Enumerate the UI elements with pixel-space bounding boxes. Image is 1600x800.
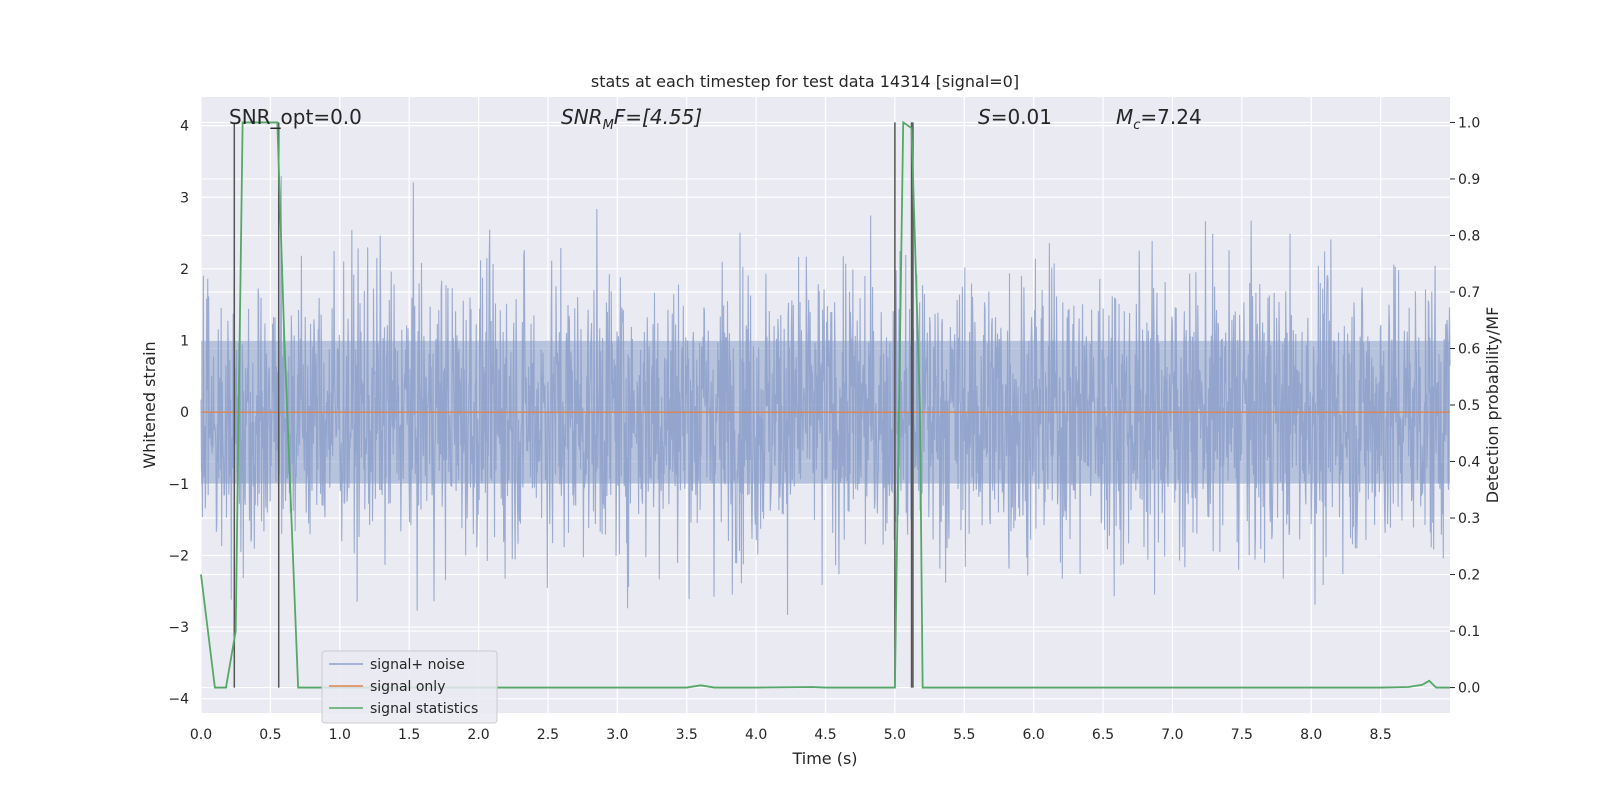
x-tick-label: 1.5 [398, 727, 420, 743]
y2-tick-label: 0.5 [1458, 398, 1480, 414]
chart-title: stats at each timestep for test data 143… [591, 72, 1019, 91]
x-tick-label: 3.5 [676, 727, 698, 743]
y2-tick-labels: 0.0 0.1 0.2 0.3 0.4 0.5 0.6 0.7 0.8 0.9 1.0 [1450, 115, 1480, 697]
series-signal-statistics [200, 120, 1450, 689]
y2-tick-label: 0.3 [1458, 511, 1480, 527]
x-tick-label: 5.5 [953, 727, 975, 743]
y2-tick-label: 0.4 [1458, 455, 1480, 471]
legend-label-noise: signal+ noise [370, 657, 465, 673]
y2-tick-label: 0.6 [1458, 341, 1480, 357]
x-tick-label: 6.5 [1092, 727, 1114, 743]
snr-opt-annotation: SNR_opt=0.0 [229, 105, 362, 129]
x-tick-label: 2.5 [537, 727, 559, 743]
y2-tick-label: 1.0 [1458, 115, 1480, 131]
y2-tick-label: 0.1 [1458, 624, 1480, 640]
y-axis-label: Whitened strain [140, 341, 159, 468]
x-tick-label: 3.0 [606, 727, 628, 743]
y-tick-label: 1 [180, 334, 189, 350]
y-tick-label: 0 [180, 405, 189, 421]
statistics-line [200, 120, 1450, 689]
y-tick-label: 4 [180, 119, 189, 135]
x-tick-label: 0.0 [190, 727, 212, 743]
legend: signal+ noise signal only signal statist… [321, 650, 498, 724]
x-tick-labels: 0.0 0.5 1.0 1.5 2.0 2.5 3.0 3.5 4.0 4.5 5.0 5.5 6.0 6… [190, 727, 1392, 743]
y-tick-label: 3 [180, 190, 189, 206]
y2-axis-label: Detection probability/MF [1483, 307, 1502, 504]
x-tick-label: 4.5 [814, 727, 836, 743]
x-tick-label: 7.5 [1231, 727, 1253, 743]
y2-tick-label: 0.8 [1458, 228, 1480, 244]
y-tick-label: −3 [168, 620, 189, 636]
y-tick-label: −1 [168, 477, 189, 493]
x-tick-label: 1.0 [329, 727, 351, 743]
y-tick-label: −4 [168, 692, 189, 708]
y2-tick-label: 0.2 [1458, 568, 1480, 584]
y-tick-labels: −4 −3 −2 −1 0 1 2 3 4 [168, 119, 189, 708]
detection-markers [233, 122, 914, 688]
legend-box [321, 650, 498, 724]
x-tick-label: 0.5 [259, 727, 281, 743]
legend-label-signal-only: signal only [370, 679, 445, 695]
x-tick-label: 2.0 [467, 727, 489, 743]
s-annotation: S=0.01 [978, 105, 1052, 129]
y2-tick-label: 0.0 [1458, 681, 1480, 697]
x-tick-label: 7.0 [1161, 727, 1183, 743]
y2-tick-label: 0.9 [1458, 172, 1480, 188]
legend-label-statistics: signal statistics [370, 701, 478, 717]
mc-annotation: Mc=7.24 [1116, 105, 1202, 133]
x-tick-label: 5.0 [884, 727, 906, 743]
x-tick-label: 8.0 [1300, 727, 1322, 743]
x-tick-label: 8.5 [1369, 727, 1391, 743]
x-tick-label: 4.0 [745, 727, 767, 743]
y-tick-label: −2 [168, 548, 189, 564]
y2-tick-label: 0.7 [1458, 285, 1480, 301]
y-tick-label: 2 [180, 262, 189, 278]
snr-mf-annotation: SNRMF=[4.55] [561, 105, 702, 133]
x-axis-label: Time (s) [791, 749, 857, 768]
x-tick-label: 6.0 [1023, 727, 1045, 743]
